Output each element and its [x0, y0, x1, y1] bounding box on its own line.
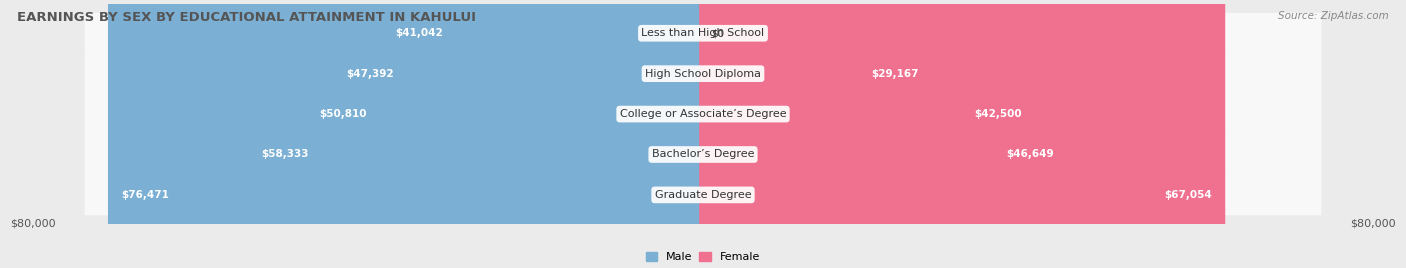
Text: $50,810: $50,810	[319, 109, 367, 119]
FancyBboxPatch shape	[84, 174, 1322, 215]
Text: $76,471: $76,471	[121, 190, 169, 200]
Text: $46,649: $46,649	[1007, 150, 1054, 159]
FancyBboxPatch shape	[84, 53, 1322, 94]
Text: High School Diploma: High School Diploma	[645, 69, 761, 79]
Text: Graduate Degree: Graduate Degree	[655, 190, 751, 200]
Text: $42,500: $42,500	[974, 109, 1022, 119]
Text: $47,392: $47,392	[346, 69, 394, 79]
Text: College or Associate’s Degree: College or Associate’s Degree	[620, 109, 786, 119]
Text: $29,167: $29,167	[872, 69, 920, 79]
FancyBboxPatch shape	[108, 0, 707, 268]
FancyBboxPatch shape	[699, 0, 1035, 268]
FancyBboxPatch shape	[382, 0, 707, 268]
FancyBboxPatch shape	[84, 134, 1322, 175]
Legend: Male, Female: Male, Female	[641, 247, 765, 267]
Text: Less than High School: Less than High School	[641, 28, 765, 38]
Text: $67,054: $67,054	[1164, 190, 1212, 200]
Text: $80,000: $80,000	[10, 218, 56, 228]
FancyBboxPatch shape	[84, 94, 1322, 135]
FancyBboxPatch shape	[699, 0, 1067, 268]
FancyBboxPatch shape	[699, 0, 932, 268]
Text: $0: $0	[710, 28, 724, 38]
Text: $58,333: $58,333	[262, 150, 309, 159]
Text: $80,000: $80,000	[1350, 218, 1396, 228]
Text: Bachelor’s Degree: Bachelor’s Degree	[652, 150, 754, 159]
Text: EARNINGS BY SEX BY EDUCATIONAL ATTAINMENT IN KAHULUI: EARNINGS BY SEX BY EDUCATIONAL ATTAINMEN…	[17, 11, 475, 24]
Text: $41,042: $41,042	[395, 28, 443, 38]
FancyBboxPatch shape	[84, 13, 1322, 54]
FancyBboxPatch shape	[249, 0, 707, 268]
FancyBboxPatch shape	[333, 0, 707, 268]
FancyBboxPatch shape	[699, 0, 1225, 268]
Text: Source: ZipAtlas.com: Source: ZipAtlas.com	[1278, 11, 1389, 21]
FancyBboxPatch shape	[307, 0, 707, 268]
